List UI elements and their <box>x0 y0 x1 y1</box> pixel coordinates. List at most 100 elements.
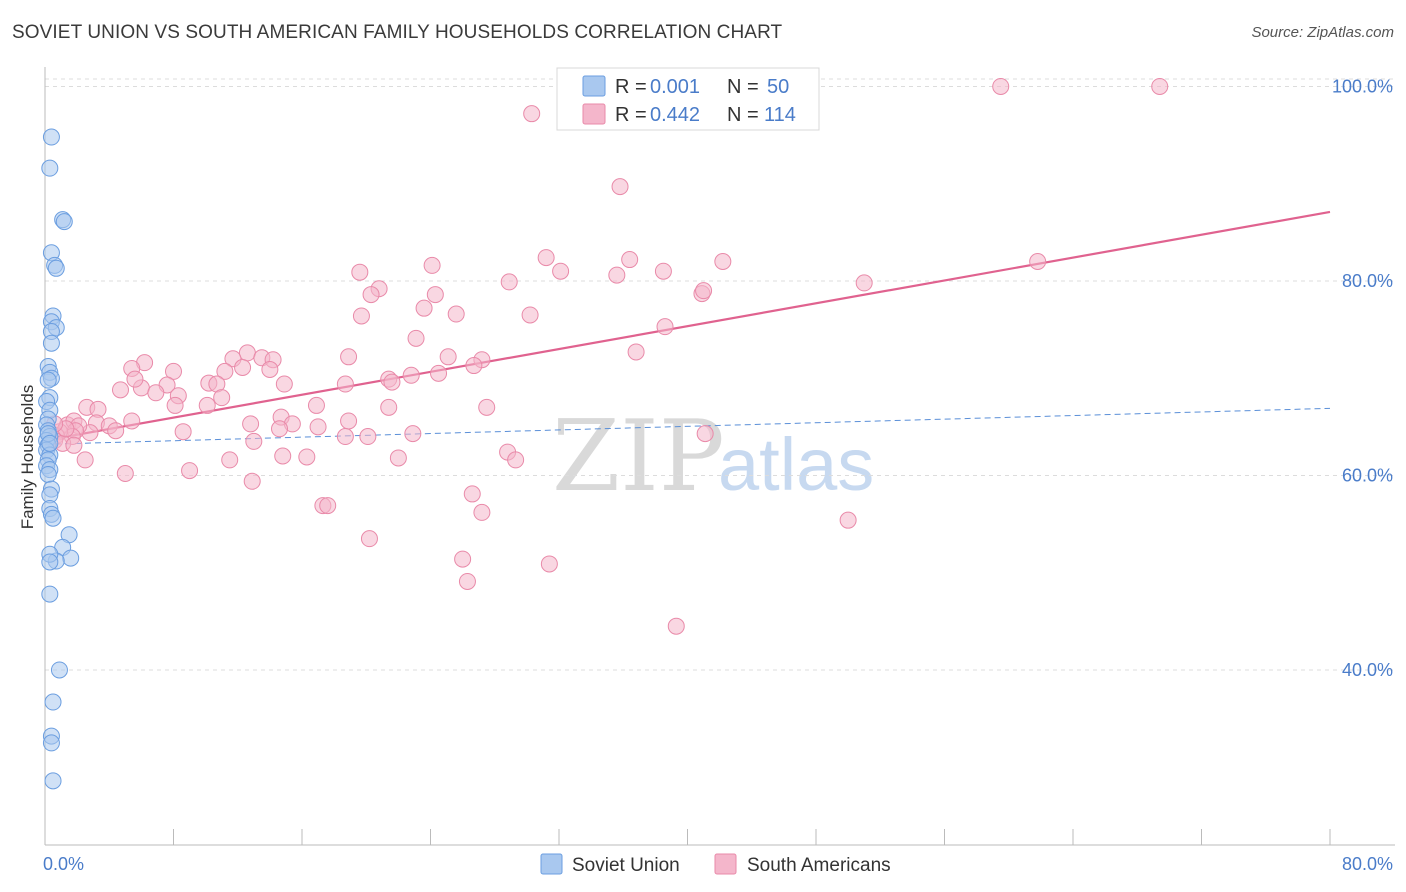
watermark-atlas: atlas <box>718 423 874 506</box>
south-american-point <box>611 178 629 196</box>
south-american-point <box>198 396 216 414</box>
south-american-point <box>389 449 407 467</box>
legend-r-value-south-american: 0.442 <box>650 104 700 126</box>
soviet-point <box>41 159 59 177</box>
south-american-point <box>426 286 444 304</box>
data-points <box>38 77 1169 790</box>
soviet-point <box>42 334 60 352</box>
soviet-point <box>42 734 60 752</box>
south-american-point <box>465 357 483 375</box>
soviet-point <box>41 553 59 571</box>
south-american-point <box>714 253 732 270</box>
soviet-point <box>44 509 62 527</box>
y-tick-label: 100.0% <box>1332 76 1393 96</box>
series-legend-label-south-american: South Americans <box>747 855 891 876</box>
south-american-point <box>439 348 457 366</box>
south-american-point <box>521 306 539 324</box>
legend-n-label-soviet: N = <box>727 76 759 98</box>
south-american-point <box>667 617 685 635</box>
south-american-point <box>423 256 441 274</box>
legend-r-label-soviet: R = <box>615 76 647 98</box>
south-american-point <box>116 465 134 483</box>
south-american-point <box>458 572 476 590</box>
south-american-point <box>507 451 525 469</box>
south-american-point <box>65 436 83 454</box>
legend-r-label-south-american: R = <box>615 104 647 126</box>
south-american-point <box>340 412 358 430</box>
south-american-point <box>351 263 369 281</box>
soviet-point <box>62 549 80 567</box>
south-american-point <box>473 503 491 521</box>
south-american-point <box>839 511 857 529</box>
south-american-point <box>238 344 256 362</box>
legend-n-value-soviet: 50 <box>767 76 789 98</box>
south-american-point <box>362 286 380 304</box>
soviet-point <box>47 259 65 277</box>
south-american-point <box>656 318 674 336</box>
south-american-point <box>181 462 199 480</box>
south-american-point <box>430 364 448 382</box>
south-american-point <box>415 299 433 317</box>
y-tick-label: 60.0% <box>1342 465 1393 485</box>
south-american-point <box>242 415 260 433</box>
south-american-point <box>695 282 713 300</box>
south-american-point <box>621 251 639 269</box>
south-american-point <box>307 396 325 414</box>
gridlines <box>45 78 1395 671</box>
south-american-point <box>552 262 570 280</box>
south-american-point <box>404 425 422 443</box>
south-american-point <box>454 550 472 568</box>
y-axis-title: Family Households <box>18 385 37 530</box>
chart-title: SOVIET UNION VS SOUTH AMERICAN FAMILY HO… <box>12 22 783 43</box>
south-american-point <box>352 307 370 325</box>
south-american-point <box>463 485 481 503</box>
soviet-point <box>41 585 59 603</box>
south-american-point <box>271 420 289 438</box>
south-american-point <box>274 447 292 465</box>
watermark: ZIP atlas <box>552 400 874 514</box>
south-american-point <box>383 373 401 391</box>
x-tick-label: 0.0% <box>43 854 84 874</box>
south-american-point <box>992 77 1010 95</box>
south-american-point <box>523 105 541 123</box>
soviet-point <box>39 465 57 483</box>
x-tick-labels: 0.0% 80.0% <box>43 854 1393 874</box>
south-american-point <box>537 249 555 267</box>
south-american-point <box>500 273 518 291</box>
south-american-point <box>447 305 465 323</box>
south-american-point <box>245 432 263 450</box>
y-tick-label: 80.0% <box>1342 271 1393 291</box>
source-credit: Source: ZipAtlas.com <box>1251 24 1394 41</box>
south-american-point <box>165 362 182 380</box>
series-legend-label-soviet: Soviet Union <box>572 855 680 876</box>
soviet-point <box>44 693 62 711</box>
legend-r-value-soviet: 0.001 <box>650 76 700 98</box>
south-american-point <box>696 425 714 443</box>
south-american-point <box>298 448 316 466</box>
south-american-point <box>407 329 425 347</box>
south-american-point <box>174 423 192 441</box>
south-american-point <box>1151 77 1169 95</box>
soviet-point <box>44 772 62 790</box>
south-american-point <box>147 384 165 402</box>
south-american-point <box>654 262 672 280</box>
stats-legend: R = 0.001 N = 50 R = 0.442 N = 114 <box>556 67 820 131</box>
south-american-point <box>627 343 645 361</box>
legend-swatch-soviet <box>582 75 606 97</box>
south-american-point <box>855 274 873 292</box>
south-american-point <box>340 348 358 366</box>
soviet-point <box>50 661 68 679</box>
south-american-point <box>309 418 327 436</box>
legend-swatch-south-american <box>582 103 606 125</box>
soviet-point <box>55 213 73 231</box>
soviet-point <box>41 434 59 452</box>
south-american-point <box>261 360 279 378</box>
soviet-point <box>42 128 60 146</box>
south-american-point <box>275 375 293 393</box>
south-american-point <box>319 497 337 515</box>
south-american-point <box>402 366 420 384</box>
south-american-point <box>336 375 354 393</box>
south-american-point <box>123 412 141 430</box>
south-american-point <box>216 362 234 380</box>
